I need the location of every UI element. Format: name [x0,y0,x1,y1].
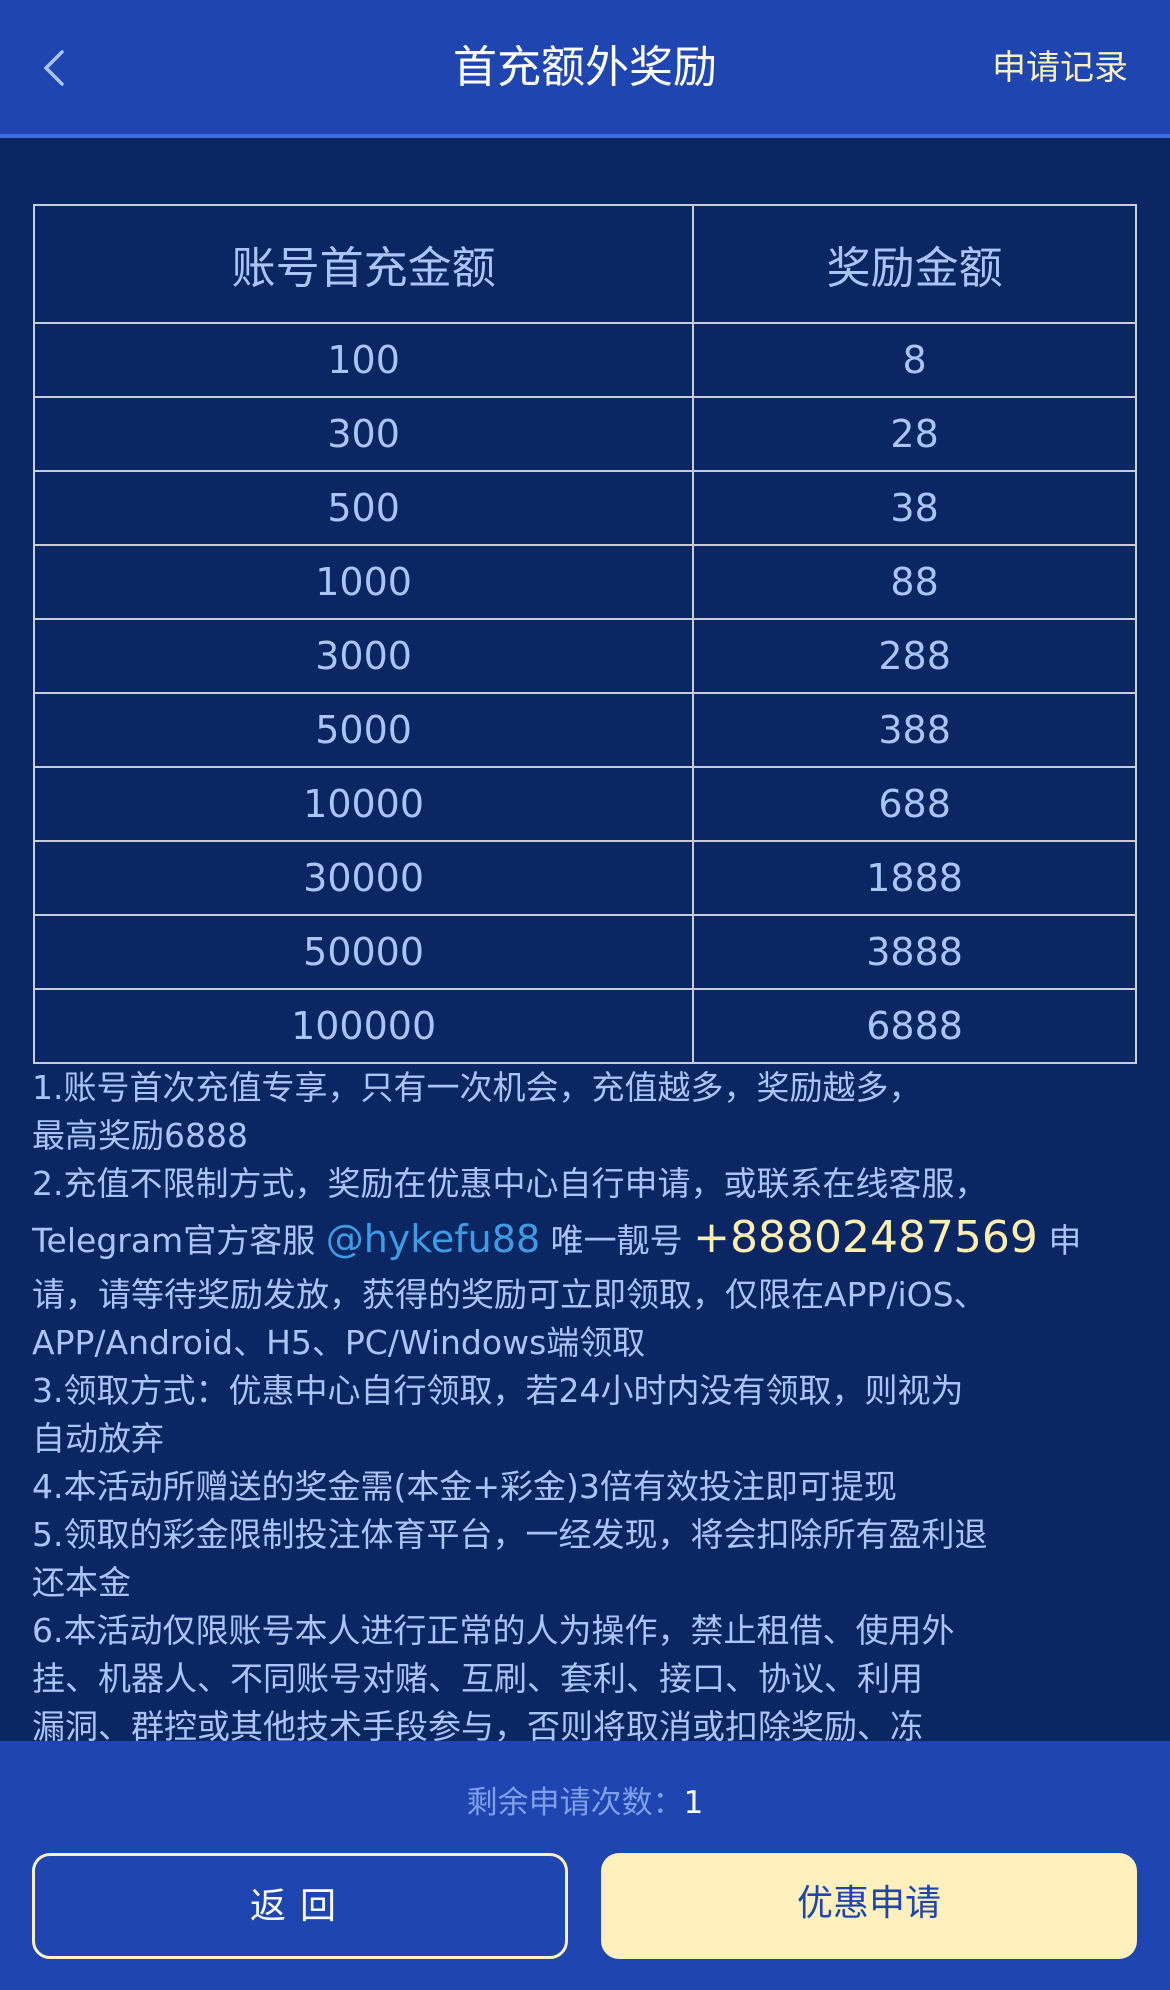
reward-amount-cell: 8 [692,322,1137,398]
rule-line-contact: Telegram官方客服 @hykefu88 唯一靓号 +88802487569… [32,1208,1142,1271]
rule-line: 3.领取方式：优惠中心自行领取，若24小时内没有领取，则视为 [32,1371,964,1410]
deposit-amount-cell: 100 [32,322,695,398]
reward-amount-cell: 1888 [692,840,1137,916]
table-row: 10000 688 [32,766,1137,842]
application-records-link[interactable]: 申请记录 [992,48,1128,88]
table-row: 30000 1888 [32,840,1137,916]
reward-amount-cell: 88 [692,544,1137,620]
rules-text: 1.账号首次充值专享，只有一次机会，充值越多，奖励越多， 最高奖励6888 2.… [32,1064,1142,1741]
deposit-amount-cell: 500 [32,470,695,546]
reward-amount-cell: 388 [692,692,1137,768]
rule-line: 1.账号首次充值专享，只有一次机会，充值越多，奖励越多， [32,1068,922,1107]
deposit-amount-cell: 1000 [32,544,695,620]
table-row: 500 38 [32,470,1137,546]
rule-line: APP/Android、H5、PC/Windows端领取 [32,1323,646,1362]
chevron-left-icon[interactable] [34,46,78,90]
rule-line: 6.本活动仅限账号本人进行正常的人为操作，禁止租借、使用外 [32,1611,955,1650]
remaining-label: 剩余申请次数： [466,1785,684,1821]
table-row: 100 8 [32,322,1137,398]
deposit-amount-cell: 5000 [32,692,695,768]
deposit-amount-cell: 3000 [32,618,695,694]
deposit-amount-cell: 30000 [32,840,695,916]
rule-line: 自动放弃 [32,1419,164,1458]
rule-line: 最高奖励6888 [32,1116,248,1155]
deposit-amount-cell: 50000 [32,914,695,990]
table-row: 1000 88 [32,544,1137,620]
remaining-applications: 剩余申请次数：1 [0,1777,1170,1822]
telegram-label: Telegram官方客服 [32,1221,326,1260]
rule-line: 5.领取的彩金限制投注体育平台，一经发现，将会扣除所有盈利退 [32,1515,988,1554]
apply-promotion-button[interactable]: 优惠申请 [601,1853,1137,1959]
reward-amount-cell: 28 [692,396,1137,472]
number-label: 唯一靓号 [540,1221,694,1260]
column-header-deposit: 账号首充金额 [32,204,695,324]
rule-line: 4.本活动所赠送的奖金需(本金+彩金)3倍有效投注即可提现 [32,1467,897,1506]
deposit-amount-cell: 10000 [32,766,695,842]
remaining-count: 1 [683,1785,704,1821]
reward-amount-cell: 3888 [692,914,1137,990]
table-row: 5000 388 [32,692,1137,768]
nav-header: 首充额外奖励 申请记录 [0,0,1170,138]
reward-amount-cell: 288 [692,618,1137,694]
column-header-reward: 奖励金额 [692,204,1137,324]
rule-text: 申 [1037,1221,1082,1260]
reward-amount-cell: 6888 [692,988,1137,1064]
table-row: 100000 6888 [32,988,1137,1064]
footer-bar: 剩余申请次数：1 返回 优惠申请 [0,1741,1170,1990]
deposit-amount-cell: 100000 [32,988,695,1064]
rule-line: 还本金 [32,1563,131,1602]
reward-amount-cell: 38 [692,470,1137,546]
back-button[interactable]: 返回 [32,1853,568,1959]
rule-line: 请，请等待奖励发放，获得的奖励可立即领取，仅限在APP/iOS、 [32,1275,987,1314]
deposit-amount-cell: 300 [32,396,695,472]
rule-line: 2.充值不限制方式，奖励在优惠中心自行申请，或联系在线客服， [32,1164,988,1203]
reward-table: 账号首充金额 奖励金额 100 8 300 28 500 38 1000 88 3000 288 5… [32,204,1137,1064]
table-row: 50000 3888 [32,914,1137,990]
phone-number: +88802487569 [693,1212,1038,1263]
rule-line: 漏洞、群控或其他技术手段参与，否则将取消或扣除奖励、冻 [32,1707,923,1741]
rule-line: 挂、机器人、不同账号对赌、互刷、套利、接口、协议、利用 [32,1659,923,1698]
page-title: 首充额外奖励 [453,42,717,93]
table-row: 3000 288 [32,618,1137,694]
table-row: 300 28 [32,396,1137,472]
telegram-handle-link[interactable]: @hykefu88 [325,1217,541,1261]
reward-amount-cell: 688 [692,766,1137,842]
